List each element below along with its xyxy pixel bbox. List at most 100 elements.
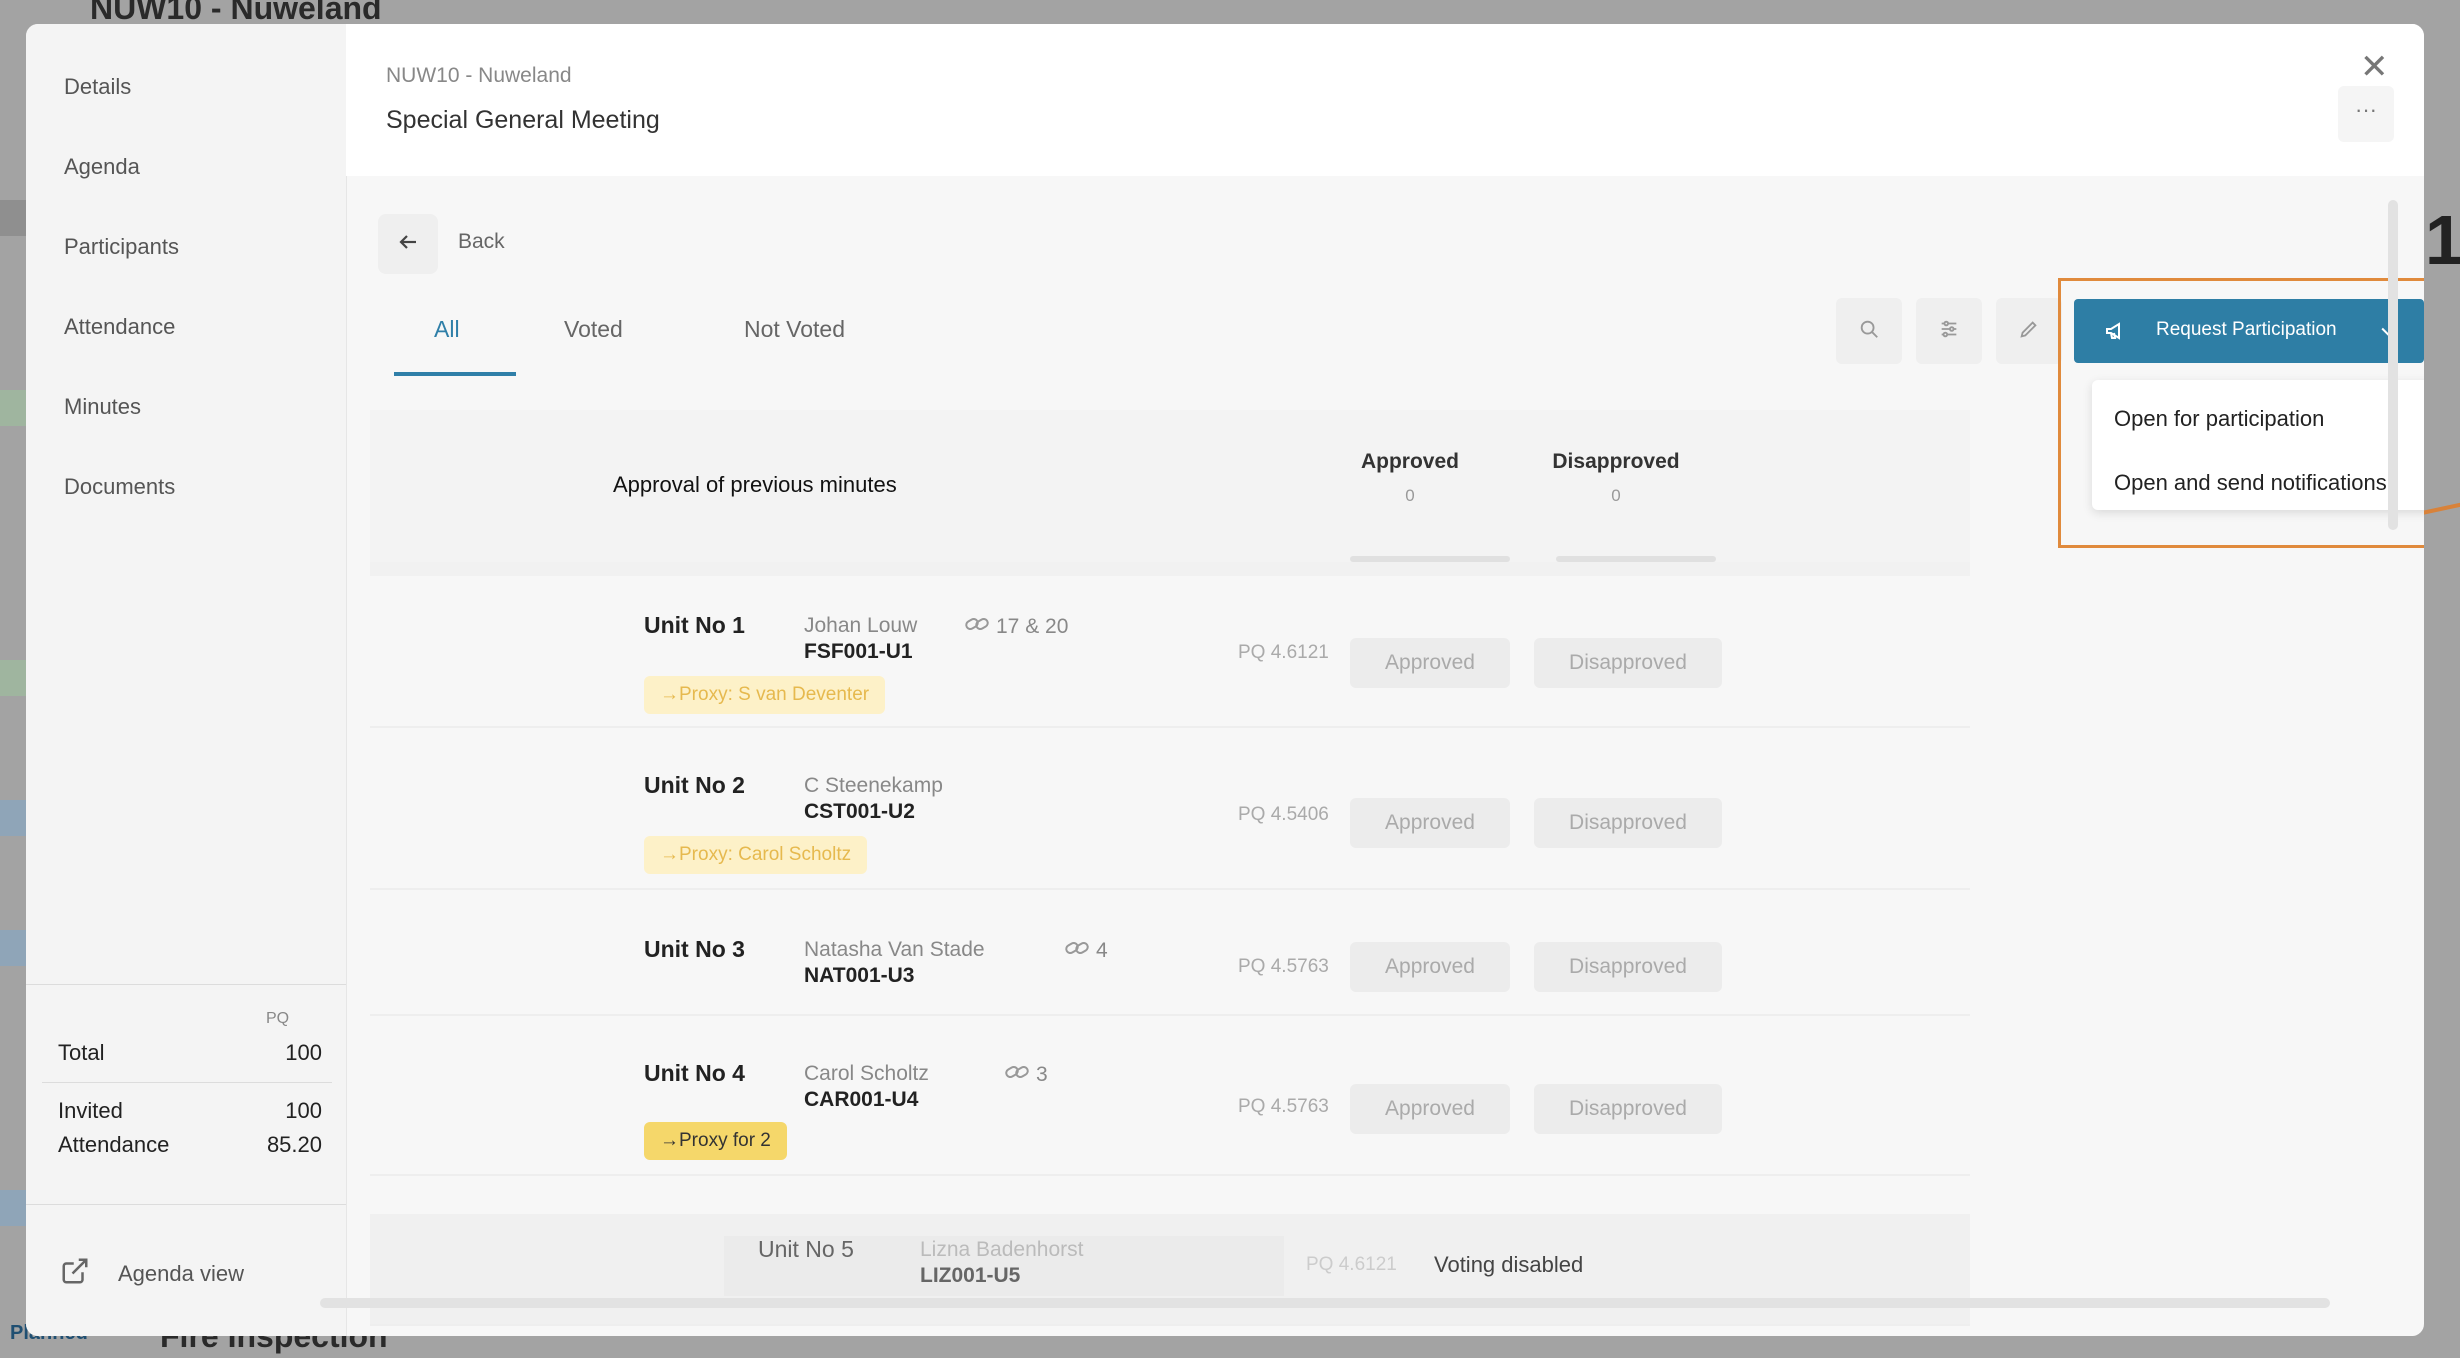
proxy-badge: →Proxy for 2 <box>644 1122 787 1160</box>
disapproved-count: 0 <box>1611 486 1621 505</box>
summary-divider <box>42 1082 332 1083</box>
unit-code: CST001-U2 <box>804 800 915 823</box>
background-strip <box>0 390 26 426</box>
background-title: NUW10 - Nuweland <box>90 0 382 26</box>
summary-pq-header: PQ <box>266 1010 290 1027</box>
unit-name: Unit No 2 <box>644 772 745 798</box>
linked-units-text: 17 & 20 <box>996 615 1069 638</box>
disapproved-progress-bar <box>1556 556 1716 562</box>
disapprove-button[interactable]: Disapproved <box>1534 1084 1722 1134</box>
unit-name: Unit No 5 <box>758 1236 854 1262</box>
background-number: 1 <box>2425 201 2460 279</box>
modal-sidebar: Details Agenda Participants Attendance M… <box>26 24 347 1336</box>
request-participation-button[interactable]: Request Participation <box>2074 299 2424 363</box>
tab-not-voted[interactable]: Not Voted <box>744 316 846 342</box>
voting-status: Voting disabled <box>1434 1252 1584 1277</box>
unit-name: Unit No 4 <box>644 1060 745 1086</box>
pq-value: PQ 4.5763 <box>1238 1096 1329 1117</box>
summary-total-label: Total <box>58 1040 105 1065</box>
approve-button[interactable]: Approved <box>1350 1084 1510 1134</box>
approve-button[interactable]: Approved <box>1350 798 1510 848</box>
table-row: Unit No 1 Johan Louw FSF001-U1 17 & 20 P… <box>370 576 1970 728</box>
approve-button[interactable]: Approved <box>1350 638 1510 688</box>
sidebar-item-details[interactable]: Details <box>64 74 132 99</box>
unit-name: Unit No 3 <box>644 936 745 962</box>
background-strip <box>0 660 26 696</box>
sidebar-item-attendance[interactable]: Attendance <box>64 314 176 339</box>
menu-item-open-for-participation[interactable]: Open for participation <box>2114 406 2325 431</box>
disapprove-button[interactable]: Disapproved <box>1534 798 1722 848</box>
unit-name: Unit No 1 <box>644 612 745 638</box>
search-icon <box>1858 318 1880 345</box>
unit-code: LIZ001-U5 <box>920 1264 1021 1287</box>
pq-value: PQ 4.6121 <box>1306 1254 1397 1275</box>
edit-button[interactable] <box>1996 298 2062 364</box>
pencil-icon <box>2018 318 2040 345</box>
disapprove-button[interactable]: Disapproved <box>1534 638 1722 688</box>
more-options-button[interactable]: ··· <box>2338 86 2394 142</box>
agenda-item-header: Approval of previous minutes Approved 0 … <box>370 410 1970 562</box>
sidebar-item-minutes[interactable]: Minutes <box>64 394 142 419</box>
modal-header: NUW10 - Nuweland Special General Meeting… <box>346 24 2424 176</box>
modal-main: NUW10 - Nuweland Special General Meeting… <box>346 24 2424 1336</box>
link-icon <box>1004 1062 1030 1088</box>
unit-code: CAR001-U4 <box>804 1088 919 1111</box>
breadcrumb: NUW10 - Nuweland <box>386 64 572 87</box>
owner-name: Natasha Van Stade <box>804 938 985 961</box>
table-row: Unit No 4 Carol Scholtz CAR001-U4 3 PQ 4… <box>370 1016 1970 1176</box>
agenda-view-label: Agenda view <box>118 1261 244 1286</box>
approved-progress-bar <box>1350 556 1510 562</box>
highlight-annotation-box <box>2058 278 2424 548</box>
back-label[interactable]: Back <box>458 230 505 253</box>
background-strip <box>0 1190 26 1226</box>
agenda-view-link[interactable]: Agenda view <box>60 1256 244 1292</box>
page-title: Special General Meeting <box>386 106 660 134</box>
owner-name: Carol Scholtz <box>804 1062 929 1085</box>
row-separator <box>370 562 1970 576</box>
background-annotation-line <box>2420 498 2460 516</box>
proxy-badge: →Proxy: Carol Scholtz <box>644 836 868 874</box>
search-button[interactable] <box>1836 298 1902 364</box>
owner-name: C Steenekamp <box>804 774 943 797</box>
disapproved-column-header: Disapproved <box>1552 450 1680 473</box>
linked-units-text: 4 <box>1096 939 1108 962</box>
pq-value: PQ 4.6121 <box>1238 642 1329 663</box>
approve-button[interactable]: Approved <box>1350 942 1510 992</box>
close-icon[interactable]: ✕ <box>2360 48 2389 86</box>
menu-item-open-and-send-notifications[interactable]: Open and send notifications <box>2114 470 2387 495</box>
tab-voted[interactable]: Voted <box>564 316 623 342</box>
background-strip <box>0 930 26 966</box>
background-strip <box>0 200 26 236</box>
link-icon <box>1064 938 1090 964</box>
sidebar-item-agenda[interactable]: Agenda <box>64 154 140 179</box>
disapprove-button[interactable]: Disapproved <box>1534 942 1722 992</box>
megaphone-icon <box>2104 319 2128 348</box>
disabled-unit-block <box>724 1236 1284 1296</box>
back-button[interactable] <box>378 214 438 274</box>
agenda-item-title: Approval of previous minutes <box>613 472 897 497</box>
owner-name: Johan Louw <box>804 614 918 637</box>
table-row: Unit No 5 Lizna Badenhorst LIZ001-U5 PQ … <box>370 1214 1970 1326</box>
summary-attendance-label: Attendance <box>58 1132 170 1157</box>
linked-units: 17 & 20 <box>964 614 1068 640</box>
linked-units-text: 3 <box>1036 1063 1048 1086</box>
owner-name: Lizna Badenhorst <box>920 1238 1084 1261</box>
linked-units: 4 <box>1064 938 1108 964</box>
arrow-left-icon <box>396 230 420 259</box>
tab-all[interactable]: All <box>434 316 460 342</box>
sidebar-divider <box>26 1204 346 1205</box>
sliders-icon <box>1938 318 1960 345</box>
sidebar-item-participants[interactable]: Participants <box>64 234 179 259</box>
linked-units: 3 <box>1004 1062 1048 1088</box>
table-row: Unit No 3 Natasha Van Stade NAT001-U3 4 … <box>370 890 1970 1016</box>
horizontal-scrollbar[interactable] <box>320 1298 2330 1308</box>
filter-button[interactable] <box>1916 298 1982 364</box>
request-participation-menu: Open for participation Open and send not… <box>2092 380 2424 510</box>
summary-total-value: 100 <box>285 1040 322 1065</box>
pq-value: PQ 4.5763 <box>1238 956 1329 977</box>
sidebar-item-documents[interactable]: Documents <box>64 474 176 499</box>
approved-column-header: Approved <box>1360 450 1459 473</box>
vertical-scrollbar[interactable] <box>2388 200 2398 530</box>
unit-code: FSF001-U1 <box>804 640 913 663</box>
summary-invited-label: Invited <box>58 1098 123 1123</box>
